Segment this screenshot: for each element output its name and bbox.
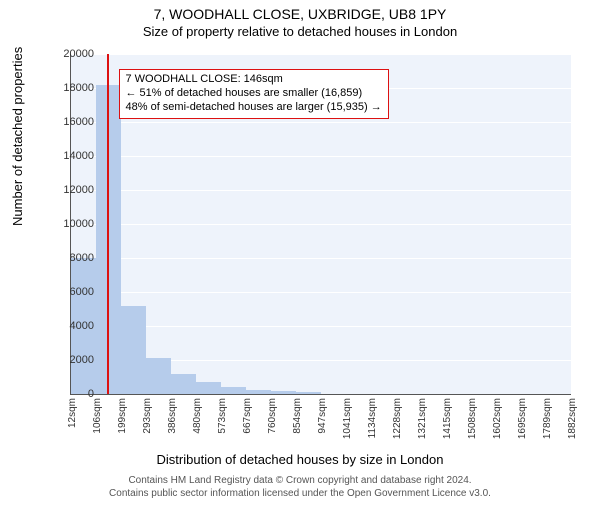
x-axis-label: Distribution of detached houses by size … (0, 452, 600, 467)
reference-line (107, 54, 109, 394)
histogram-bar (196, 382, 221, 394)
gridline (71, 326, 571, 327)
x-tick-label: 1789sqm (542, 398, 553, 439)
x-tick-label: 12sqm (67, 398, 78, 428)
x-tick-label: 386sqm (167, 398, 178, 434)
gridline (71, 190, 571, 191)
x-tick-label: 760sqm (267, 398, 278, 434)
x-tick-label: 854sqm (292, 398, 303, 434)
annotation-box: 7 WOODHALL CLOSE: 146sqm← 51% of detache… (119, 69, 389, 118)
annotation-line: ← 51% of detached houses are smaller (16… (126, 87, 382, 101)
histogram-chart: 7 WOODHALL CLOSE: 146sqm← 51% of detache… (70, 54, 570, 394)
histogram-bar (146, 358, 171, 394)
x-tick-label: 947sqm (317, 398, 328, 434)
y-tick-label: 12000 (44, 184, 94, 196)
y-tick-label: 2000 (44, 354, 94, 366)
y-tick-label: 20000 (44, 48, 94, 60)
page-title: 7, WOODHALL CLOSE, UXBRIDGE, UB8 1PY (0, 6, 600, 22)
y-tick-label: 10000 (44, 218, 94, 230)
x-tick-label: 1882sqm (567, 398, 578, 439)
y-tick-label: 4000 (44, 320, 94, 332)
y-tick-label: 18000 (44, 82, 94, 94)
annotation-line: 7 WOODHALL CLOSE: 146sqm (126, 73, 382, 87)
x-tick-label: 1041sqm (342, 398, 353, 439)
histogram-bar (271, 391, 296, 394)
page-subtitle: Size of property relative to detached ho… (0, 24, 600, 39)
x-tick-label: 1695sqm (517, 398, 528, 439)
gridline (71, 292, 571, 293)
histogram-bar (171, 374, 196, 394)
gridline (71, 224, 571, 225)
y-tick-label: 16000 (44, 116, 94, 128)
x-tick-label: 1602sqm (492, 398, 503, 439)
gridline (71, 122, 571, 123)
histogram-bar (121, 306, 146, 394)
x-tick-label: 1415sqm (442, 398, 453, 439)
y-tick-label: 8000 (44, 252, 94, 264)
gridline (71, 54, 571, 55)
gridline (71, 156, 571, 157)
x-tick-label: 667sqm (242, 398, 253, 434)
footer-line-1: Contains HM Land Registry data © Crown c… (0, 474, 600, 487)
attribution-footer: Contains HM Land Registry data © Crown c… (0, 474, 600, 500)
annotation-line: 48% of semi-detached houses are larger (… (126, 101, 382, 115)
x-tick-label: 106sqm (92, 398, 103, 434)
histogram-bar (221, 387, 246, 394)
x-tick-label: 480sqm (192, 398, 203, 434)
x-tick-label: 199sqm (117, 398, 128, 434)
y-tick-label: 6000 (44, 286, 94, 298)
footer-line-2: Contains public sector information licen… (0, 487, 600, 500)
x-tick-label: 293sqm (142, 398, 153, 434)
x-tick-label: 1508sqm (467, 398, 478, 439)
x-tick-label: 1321sqm (417, 398, 428, 439)
y-axis-label: Number of detached properties (10, 47, 25, 226)
y-tick-label: 14000 (44, 150, 94, 162)
gridline (71, 258, 571, 259)
histogram-bar (246, 390, 271, 394)
x-tick-label: 1228sqm (392, 398, 403, 439)
x-tick-label: 573sqm (217, 398, 228, 434)
histogram-bar (296, 392, 321, 394)
x-tick-label: 1134sqm (367, 398, 378, 438)
plot-area: 7 WOODHALL CLOSE: 146sqm← 51% of detache… (70, 54, 571, 395)
